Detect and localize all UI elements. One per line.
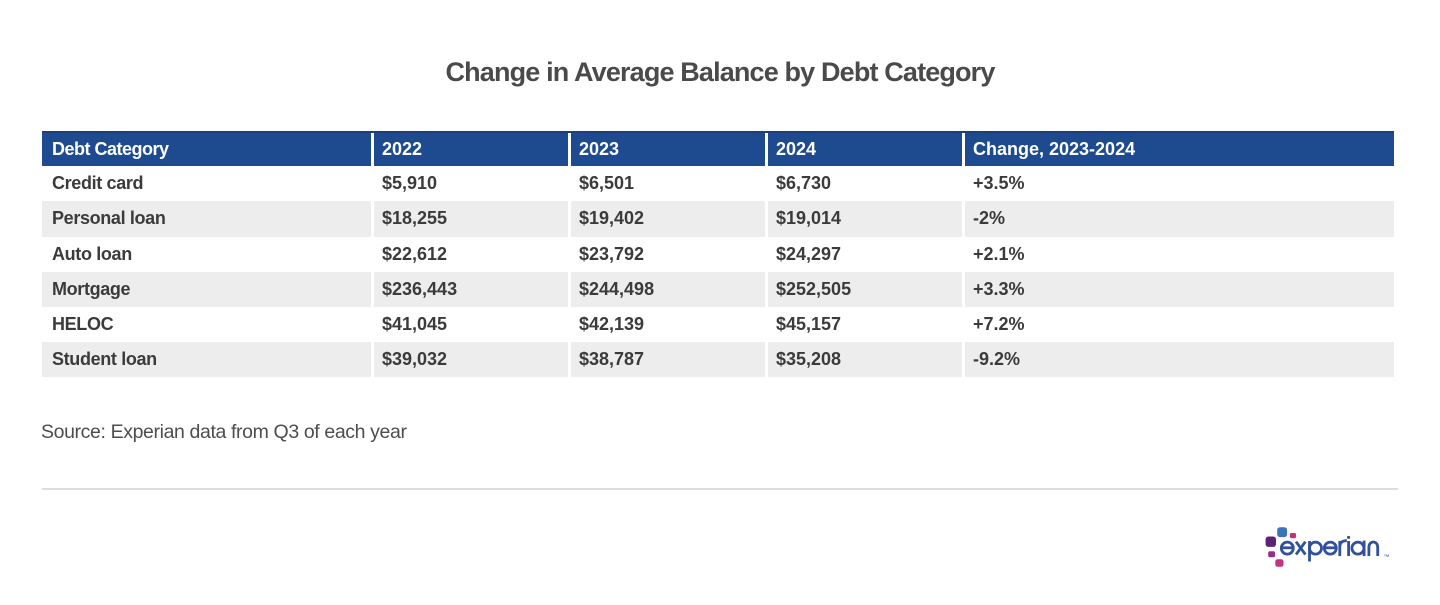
svg-text:™: ™: [1384, 554, 1390, 561]
